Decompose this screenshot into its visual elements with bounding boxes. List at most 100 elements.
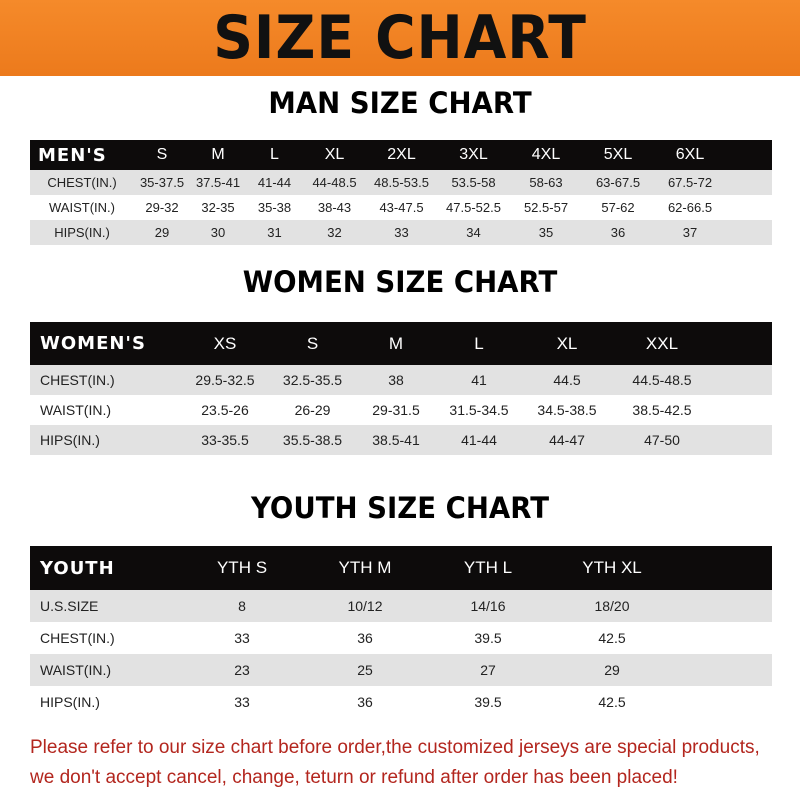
men-size-table: MEN'S S M L XL 2XL 3XL 4XL 5XL 6XL CHEST(IN.) 35-37… bbox=[30, 140, 772, 245]
table-cell: YTH XL bbox=[582, 558, 642, 577]
size-chart-banner: SIZE CHART bbox=[0, 0, 800, 76]
table-cell: 2XL bbox=[387, 146, 416, 163]
table-row: CHEST(IN.) 35-37.5 37.5-41 41-44 44-48.5 48.5… bbox=[30, 170, 772, 195]
table-cell: 5XL bbox=[603, 146, 633, 163]
table-cell: 44.5 bbox=[553, 372, 581, 388]
row-label: CHEST(IN.) bbox=[47, 175, 117, 190]
table-cell: 42.5 bbox=[598, 630, 626, 646]
table-cell: M bbox=[388, 333, 404, 353]
row-label: CHEST(IN.) bbox=[40, 372, 115, 388]
table-header-row: MEN'S S M L XL 2XL 3XL 4XL 5XL 6XL bbox=[30, 140, 772, 170]
row-label: HIPS(IN.) bbox=[54, 225, 110, 240]
women-size-table: WOMEN'S XS S M L XL XXL CHEST(IN.) 29.5-32.5 32.5… bbox=[30, 322, 772, 455]
table-cell: 33 bbox=[394, 225, 409, 240]
table-cell: 52.5-57 bbox=[523, 200, 569, 215]
table-cell: 38.5-42.5 bbox=[632, 402, 692, 418]
table-cell: 67.5-72 bbox=[667, 175, 713, 190]
table-cell: 18/20 bbox=[594, 598, 630, 614]
row-label: HIPS(IN.) bbox=[40, 432, 100, 448]
table-cell: 33-35.5 bbox=[201, 432, 249, 448]
row-label: WAIST(IN.) bbox=[40, 662, 112, 678]
table-cell: XXL bbox=[645, 333, 679, 353]
table-cell: YTH M bbox=[338, 558, 392, 577]
table-cell: 35.5-38.5 bbox=[282, 432, 343, 448]
table-cell: 3XL bbox=[459, 146, 488, 163]
table-cell: 47.5-52.5 bbox=[446, 200, 501, 215]
men-section-title: MAN SIZE CHART bbox=[268, 86, 532, 120]
table-cell: 53.5-58 bbox=[451, 175, 496, 190]
table-cell: 42.5 bbox=[598, 694, 626, 710]
order-notice: Please refer to our size chart before or… bbox=[30, 733, 790, 793]
table-cell: 37 bbox=[682, 225, 698, 240]
table-cell: 33 bbox=[234, 694, 250, 710]
table-cell: 38.5-41 bbox=[372, 432, 420, 448]
table-cell: 26-29 bbox=[294, 402, 331, 418]
table-cell: 36 bbox=[357, 630, 373, 646]
row-label: WAIST(IN.) bbox=[40, 402, 112, 418]
table-row: HIPS(IN.) 33-35.5 35.5-38.5 38.5-41 41-44 44-… bbox=[30, 425, 772, 455]
table-cell: 29-31.5 bbox=[372, 402, 420, 418]
table-cell: XS bbox=[213, 333, 237, 353]
table-cell: 39.5 bbox=[474, 694, 502, 710]
table-cell: 35 bbox=[538, 225, 554, 240]
table-row: HIPS(IN.) 29 30 31 32 33 34 35 36 37 bbox=[30, 220, 772, 245]
table-cell: 41-44 bbox=[257, 175, 292, 190]
women-section-title: WOMEN SIZE CHART bbox=[242, 265, 558, 299]
table-cell: 29.5-32.5 bbox=[195, 372, 255, 388]
table-cell: 4XL bbox=[531, 146, 561, 163]
table-cell: L bbox=[270, 146, 279, 163]
table-row: U.S.SIZE 8 10/12 14/16 18/20 bbox=[30, 590, 772, 622]
table-row: CHEST(IN.) 29.5-32.5 32.5-35.5 38 41 44.5 44.5… bbox=[30, 365, 772, 395]
table-row: WAIST(IN.) 23 25 27 29 bbox=[30, 654, 772, 686]
order-notice-line-2: we don't accept cancel, change, teturn o… bbox=[30, 767, 678, 788]
table-row: WAIST(IN.) 29-32 32-35 35-38 38-43 43-47.5 47.… bbox=[30, 195, 772, 220]
table-cell: 32-35 bbox=[201, 200, 235, 215]
table-cell: 14/16 bbox=[470, 598, 506, 614]
table-cell: 44-47 bbox=[549, 432, 585, 448]
table-cell: 38 bbox=[388, 372, 404, 388]
table-cell: 34 bbox=[466, 225, 481, 240]
table-cell: S bbox=[306, 333, 319, 353]
table-cell: 6XL bbox=[675, 146, 705, 163]
table-cell: 57-62 bbox=[601, 200, 635, 215]
table-cell: 29 bbox=[604, 662, 620, 678]
table-cell: 32.5-35.5 bbox=[282, 372, 343, 388]
row-label: YOUTH bbox=[40, 557, 115, 579]
table-cell: 47-50 bbox=[644, 432, 680, 448]
table-cell: 29 bbox=[154, 225, 170, 240]
banner-title: SIZE CHART bbox=[213, 3, 587, 73]
table-cell: 25 bbox=[357, 662, 373, 678]
table-cell: M bbox=[211, 146, 225, 163]
table-cell: 44-48.5 bbox=[312, 175, 357, 190]
table-cell: XL bbox=[324, 146, 345, 163]
table-cell: 43-47.5 bbox=[379, 200, 424, 215]
row-label: CHEST(IN.) bbox=[40, 630, 115, 646]
row-label: WAIST(IN.) bbox=[49, 200, 115, 215]
table-cell: 35-38 bbox=[257, 200, 292, 215]
table-cell: 30 bbox=[210, 225, 226, 240]
table-header-row: YOUTH YTH S YTH M YTH L YTH XL bbox=[30, 546, 772, 590]
table-cell: 29-32 bbox=[145, 200, 179, 215]
table-cell: 33 bbox=[234, 630, 250, 646]
table-cell: 58-63 bbox=[529, 175, 563, 190]
row-label: MEN'S bbox=[38, 144, 107, 166]
table-cell: 23 bbox=[234, 662, 250, 678]
table-cell: 23.5-26 bbox=[201, 402, 249, 418]
table-row: HIPS(IN.) 33 36 39.5 42.5 bbox=[30, 686, 772, 718]
table-cell: 10/12 bbox=[347, 598, 383, 614]
table-cell: 41 bbox=[471, 372, 487, 388]
table-cell: 63-67.5 bbox=[595, 175, 641, 190]
table-cell: 36 bbox=[610, 225, 626, 240]
table-cell: 32 bbox=[327, 225, 342, 240]
table-row: CHEST(IN.) 33 36 39.5 42.5 bbox=[30, 622, 772, 654]
table-cell: 36 bbox=[357, 694, 373, 710]
table-cell: 8 bbox=[238, 598, 246, 614]
table-cell: XL bbox=[556, 333, 578, 353]
row-label: U.S.SIZE bbox=[40, 598, 99, 614]
table-cell: YTH S bbox=[216, 558, 268, 577]
table-cell: YTH L bbox=[463, 558, 513, 577]
table-cell: 31 bbox=[267, 225, 282, 240]
table-cell: 39.5 bbox=[474, 630, 502, 646]
table-header-row: WOMEN'S XS S M L XL XXL bbox=[30, 322, 772, 365]
row-label: WOMEN'S bbox=[40, 333, 146, 354]
